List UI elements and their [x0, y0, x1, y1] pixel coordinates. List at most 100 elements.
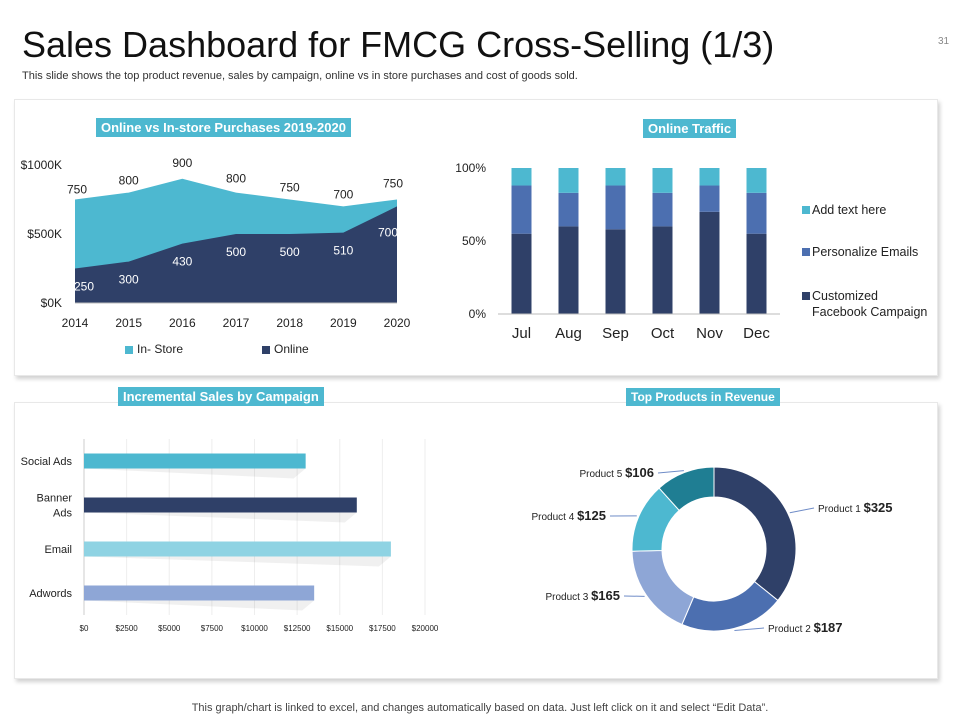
leader-line: [789, 507, 815, 514]
x-tick-label: 2020: [384, 316, 411, 330]
leader-line: [657, 470, 684, 474]
instore-data-label: 700: [333, 187, 353, 201]
bar-segment: [511, 185, 532, 234]
campaign-bar: [84, 585, 315, 601]
page-number: 31: [938, 36, 950, 47]
bar-shadow: [84, 512, 357, 523]
x-tick-label: Jul: [512, 325, 531, 342]
x-tick-label: $2500: [116, 624, 139, 633]
category-label: Adwords: [29, 588, 72, 600]
online-area: [75, 206, 397, 303]
campaign-chart-title: Incremental Sales by Campaign: [118, 387, 324, 406]
products-chart-title: Top Products in Revenue: [626, 388, 780, 406]
x-tick-label: $15000: [326, 624, 353, 633]
page-subtitle: This slide shows the top product revenue…: [22, 70, 578, 82]
legend-label: Customized: [812, 289, 878, 303]
instore-data-label: 750: [280, 181, 300, 195]
bar-segment: [652, 168, 673, 193]
y-tick-label: $500K: [27, 227, 62, 241]
category-label: Social Ads: [21, 456, 73, 468]
legend-label: Add text here: [812, 203, 886, 217]
bar-segment: [605, 168, 626, 186]
bar-segment: [699, 185, 720, 212]
x-tick-label: 2019: [330, 316, 357, 330]
bar-segment: [558, 168, 579, 193]
legend-label-instore: In- Store: [137, 342, 183, 356]
y-tick-label: 100%: [455, 161, 486, 175]
donut-slice: [713, 466, 797, 602]
legend-swatch: [802, 292, 810, 300]
online-data-label: 300: [119, 273, 139, 287]
x-tick-label: 2018: [276, 316, 303, 330]
y-tick-label: $1000K: [21, 158, 62, 172]
slice-label: Product 1 $325: [818, 500, 893, 515]
x-tick-label: 2017: [223, 316, 250, 330]
bar-segment: [699, 211, 720, 314]
online-data-label: 500: [226, 245, 246, 259]
legend-swatch: [802, 206, 810, 214]
x-tick-label: $7500: [201, 624, 224, 633]
campaign-bar: [84, 497, 357, 513]
bar-segment: [511, 233, 532, 314]
bar-segment: [652, 226, 673, 314]
y-tick-label: $0K: [41, 296, 62, 310]
instore-data-label: 750: [67, 183, 87, 197]
y-tick-label: 50%: [462, 234, 486, 248]
slice-label: Product 5 $106: [579, 465, 654, 480]
bar-segment: [699, 168, 720, 186]
campaign-bar: [84, 541, 391, 557]
bar-segment: [746, 168, 767, 193]
x-tick-label: $12500: [284, 624, 311, 633]
slice-label: Product 4 $125: [531, 508, 606, 523]
legend-swatch-instore: [125, 346, 133, 354]
area-chart[interactable]: $0K $500K $1000K 750 800 900 800 750 700 750 250 30…: [0, 145, 430, 395]
bar-segment: [652, 192, 673, 227]
legend-label: Personalize Emails: [812, 245, 918, 259]
x-tick-label: $20000: [412, 624, 439, 633]
bar-shadow: [84, 600, 315, 611]
area-chart-title: Online vs In-store Purchases 2019-2020: [96, 118, 351, 137]
category-label: Email: [44, 544, 72, 556]
legend-label-online: Online: [274, 342, 309, 356]
slice-label: Product 2 $187: [768, 620, 843, 635]
category-label: Banner: [37, 493, 73, 505]
online-data-label: 700: [378, 225, 398, 239]
online-data-label: 500: [280, 245, 300, 259]
legend-label: Facebook Campaign: [812, 305, 927, 319]
bar-shadow: [84, 468, 306, 479]
donut-slice: [631, 549, 695, 626]
x-tick-label: 2016: [169, 316, 196, 330]
online-data-label: 250: [74, 280, 94, 294]
instore-data-label: 800: [226, 172, 246, 186]
top-products-donut[interactable]: Product 1 $325 Product 2 $187 Product 3 $1…: [480, 430, 920, 660]
x-tick-label: 2015: [115, 316, 142, 330]
bar-segment: [558, 226, 579, 314]
x-tick-label: 2014: [62, 316, 89, 330]
x-tick-label: Nov: [696, 325, 723, 342]
campaign-sales-chart[interactable]: $0 $2500 $5000 $7500 $10000 $12500 $15000 $1750…: [0, 425, 440, 645]
leader-line: [734, 627, 765, 631]
online-data-label: 430: [172, 255, 192, 269]
bar-segment: [746, 233, 767, 314]
x-tick-label: Oct: [651, 325, 675, 342]
bar-segment: [746, 192, 767, 234]
x-tick-label: Dec: [743, 325, 770, 342]
donut-slice: [681, 580, 779, 632]
x-tick-label: $10000: [241, 624, 268, 633]
slice-label: Product 3 $165: [545, 588, 620, 603]
footer-note: This graph/chart is linked to excel, and…: [191, 702, 769, 714]
online-data-label: 510: [333, 244, 353, 258]
x-tick-label: $0: [80, 624, 89, 633]
x-tick-label: $5000: [158, 624, 181, 633]
bar-segment: [511, 168, 532, 186]
y-tick-label: 0%: [469, 307, 487, 321]
traffic-chart-title: Online Traffic: [643, 119, 737, 138]
page-title: Sales Dashboard for FMCG Cross-Selling (…: [22, 24, 775, 65]
campaign-bar: [84, 453, 306, 469]
instore-data-label: 800: [119, 174, 139, 188]
x-tick-label: Sep: [602, 325, 629, 342]
bar-segment: [605, 229, 626, 314]
x-tick-label: Aug: [555, 325, 582, 342]
online-traffic-chart[interactable]: 0% 50% 100% Jul Aug Sep Oct Nov Dec Add text here…: [440, 150, 950, 350]
donut-slice: [658, 466, 715, 512]
